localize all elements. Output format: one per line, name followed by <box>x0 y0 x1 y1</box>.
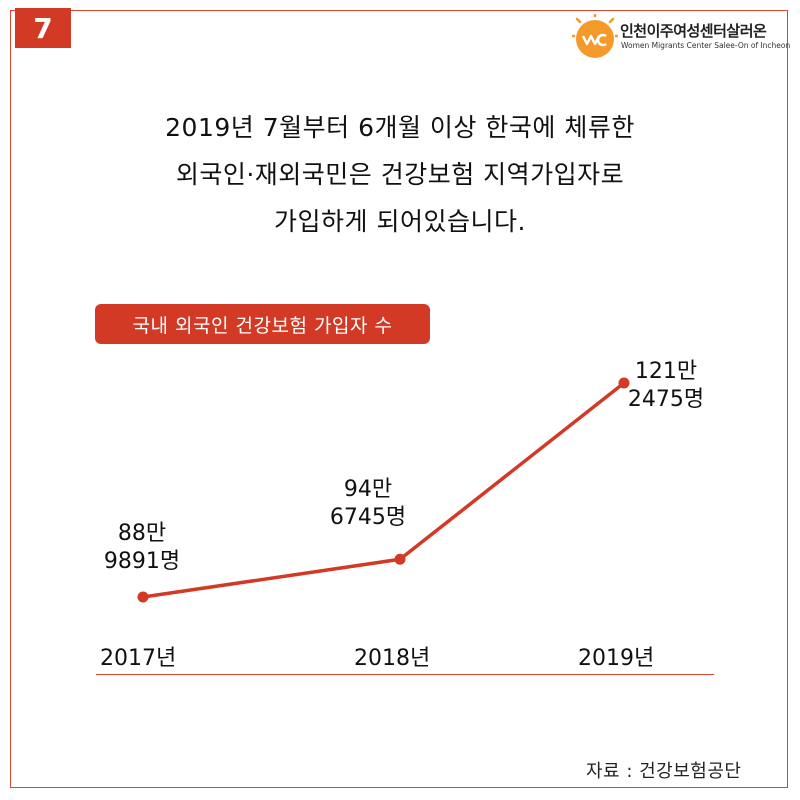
data-label-2018: 94만 6745명 <box>318 476 418 532</box>
x-axis-line <box>96 674 714 675</box>
x-tick-2017: 2017년 <box>100 646 177 671</box>
headline-line-2: 외국인·재외국민은 건강보험 지역가입자로 <box>175 160 625 189</box>
data-point-0 <box>137 591 149 603</box>
data-label-2019-line2: 2475명 <box>627 387 705 412</box>
data-label-2017-line2: 9891명 <box>103 549 181 574</box>
data-point-2 <box>618 377 630 389</box>
logo-icon <box>570 12 620 58</box>
page-frame <box>10 10 788 788</box>
headline-line-1: 2019년 7월부터 6개월 이상 한국에 체류한 <box>165 113 635 142</box>
source-note: 자료 : 건강보험공단 <box>586 761 742 782</box>
data-label-2019-line1: 121만 <box>634 359 698 384</box>
logo-title: 인천이주여성센터살러온 <box>620 22 767 40</box>
logo-subtitle: Women Migrants Center Salee-On of Incheo… <box>621 41 791 50</box>
data-label-2017-line1: 88만 <box>117 521 167 546</box>
headline-line-3: 가입하게 되어있습니다. <box>274 207 526 236</box>
data-label-2018-line2: 6745명 <box>329 505 407 530</box>
data-label-2019: 121만 2475명 <box>616 358 716 414</box>
page-number-badge: 7 <box>15 8 71 48</box>
chart-title: 국내 외국인 건강보험 가입자 수 <box>95 304 430 344</box>
data-label-2018-line1: 94만 <box>343 477 393 502</box>
x-tick-2018: 2018년 <box>354 646 431 671</box>
organization-logo: 인천이주여성센터살러온 Women Migrants Center Salee-… <box>570 12 790 66</box>
data-point-1 <box>394 553 406 565</box>
x-tick-2019: 2019년 <box>578 646 655 671</box>
data-label-2017: 88만 9891명 <box>97 520 187 576</box>
